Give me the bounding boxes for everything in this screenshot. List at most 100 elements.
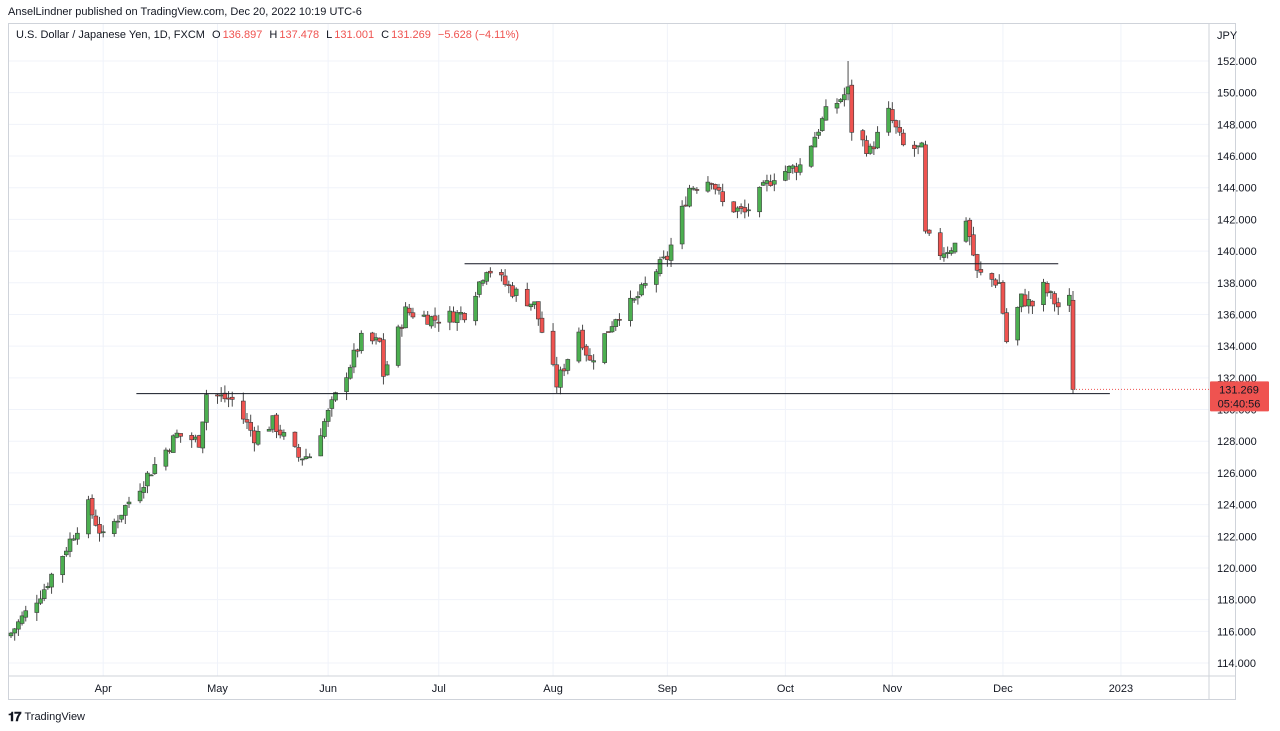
candle-up bbox=[1041, 281, 1046, 305]
candle-up bbox=[679, 205, 685, 245]
candle-down bbox=[937, 232, 943, 256]
price-tick-label: 126.000 bbox=[1217, 468, 1257, 480]
candle-up bbox=[325, 409, 331, 422]
bar-countdown: 05:40:56 bbox=[1218, 398, 1261, 410]
candle-down bbox=[178, 433, 183, 437]
time-tick-label: Sep bbox=[658, 683, 678, 695]
candle-up bbox=[838, 99, 843, 102]
candle-down bbox=[244, 419, 250, 423]
chart-frame bbox=[8, 23, 1236, 700]
candle-up bbox=[941, 253, 947, 258]
candle-up bbox=[565, 359, 571, 371]
candle-up bbox=[60, 556, 65, 576]
candle-down bbox=[1052, 293, 1057, 305]
candle-down bbox=[539, 317, 545, 333]
candle-up bbox=[344, 377, 349, 392]
legend-close-label: C bbox=[381, 29, 390, 41]
legend-open-label: O bbox=[212, 29, 221, 41]
candle-down bbox=[849, 84, 855, 133]
candle-down bbox=[406, 307, 412, 314]
candle-down bbox=[506, 284, 512, 286]
candle-up bbox=[403, 306, 408, 329]
candle-up bbox=[834, 103, 840, 109]
candle-up bbox=[333, 392, 338, 401]
candle-up bbox=[772, 180, 777, 185]
candle-down bbox=[731, 201, 737, 213]
candle-up bbox=[477, 281, 482, 295]
candle-up bbox=[119, 514, 124, 520]
candle-down bbox=[974, 254, 980, 271]
candle-up bbox=[351, 349, 357, 368]
symbol-legend: U.S. Dollar / Japanese Yen, 1D, FXCM O 13… bbox=[16, 29, 519, 41]
candle-up bbox=[111, 521, 117, 534]
price-tick-label: 116.000 bbox=[1217, 626, 1256, 638]
candle-down bbox=[462, 313, 467, 321]
price-tick-label: 118.000 bbox=[1217, 595, 1256, 607]
candle-down bbox=[583, 345, 589, 356]
candle-down bbox=[524, 288, 530, 307]
candle-down bbox=[432, 315, 438, 321]
candle-up bbox=[49, 573, 54, 588]
candle-up bbox=[126, 501, 132, 505]
candle-up bbox=[123, 505, 128, 516]
candle-down bbox=[241, 400, 246, 420]
candle-up bbox=[628, 297, 633, 321]
legend-symbol: U.S. Dollar / Japanese Yen, 1D, FXCM bbox=[16, 29, 205, 41]
candle-up bbox=[200, 421, 206, 449]
candle-up bbox=[318, 435, 324, 457]
candle-down bbox=[860, 130, 866, 141]
candle-down bbox=[1004, 312, 1009, 343]
candle-up bbox=[484, 272, 489, 282]
candle-up bbox=[329, 399, 335, 409]
candle-up bbox=[602, 333, 607, 363]
candle-down bbox=[716, 187, 722, 191]
currency-label: JPY bbox=[1217, 30, 1238, 42]
candle-up bbox=[867, 145, 873, 154]
publisher-line: AnselLindner published on TradingView.co… bbox=[8, 6, 362, 18]
candle-up bbox=[783, 171, 788, 181]
candle-up bbox=[631, 298, 637, 301]
price-tick-label: 140.000 bbox=[1217, 246, 1257, 258]
candle-up bbox=[152, 464, 158, 474]
price-tick-label: 146.000 bbox=[1217, 151, 1257, 163]
candle-down bbox=[229, 396, 235, 400]
candle-up bbox=[163, 449, 169, 467]
legend-close-value: 131.269 bbox=[391, 29, 431, 41]
candle-down bbox=[1055, 302, 1061, 308]
candle-down bbox=[694, 189, 700, 191]
candle-up bbox=[71, 538, 76, 541]
candle-up bbox=[359, 332, 364, 352]
candle-up bbox=[639, 284, 644, 296]
legend-low-value: 131.001 bbox=[334, 29, 375, 41]
candle-down bbox=[897, 127, 902, 133]
candle-up bbox=[395, 326, 401, 366]
candle-down bbox=[617, 319, 622, 321]
time-tick-label: May bbox=[207, 683, 228, 695]
candle-up bbox=[12, 628, 17, 634]
price-tick-label: 120.000 bbox=[1217, 563, 1257, 575]
candle-down bbox=[248, 422, 253, 431]
candle-up bbox=[760, 182, 766, 186]
candle-up bbox=[67, 538, 73, 552]
time-tick-label: Dec bbox=[993, 683, 1013, 695]
legend-change: −5.628 (−4.11%) bbox=[437, 29, 520, 41]
candle-up bbox=[38, 598, 43, 604]
candle-down bbox=[222, 392, 228, 400]
candle-down bbox=[1000, 282, 1006, 314]
candle-down bbox=[93, 515, 99, 526]
candle-up bbox=[307, 456, 312, 459]
candle-down bbox=[499, 272, 504, 276]
candle-up bbox=[842, 94, 847, 101]
candle-down bbox=[709, 183, 714, 185]
candle-down bbox=[893, 120, 899, 128]
price-tick-label: 124.000 bbox=[1217, 500, 1257, 512]
candle-up bbox=[384, 364, 390, 376]
candle-up bbox=[705, 181, 711, 192]
tradingview-footer[interactable]: 𝟏𝟕 TradingView bbox=[8, 709, 85, 725]
price-tick-label: 122.000 bbox=[1217, 531, 1257, 543]
legend-high-label: H bbox=[269, 29, 278, 41]
candle-up bbox=[429, 316, 434, 327]
candle-up bbox=[786, 166, 792, 174]
candle-down bbox=[488, 270, 493, 274]
